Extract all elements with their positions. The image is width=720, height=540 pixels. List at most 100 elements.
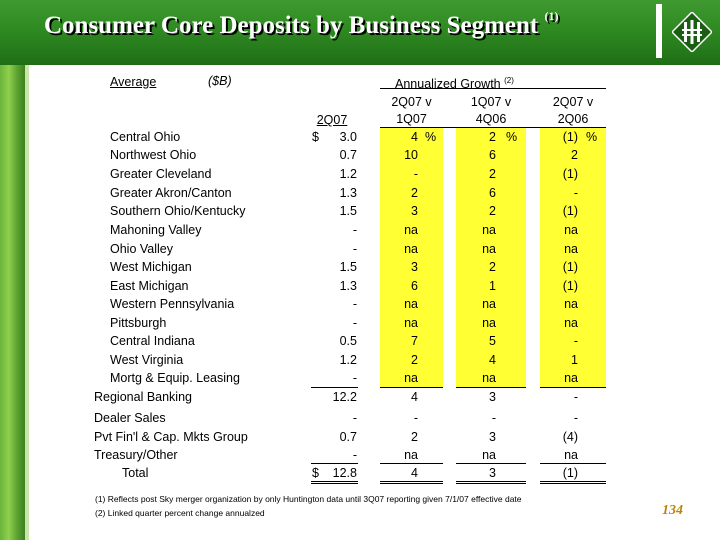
- value-2q07: 1.2: [339, 353, 357, 367]
- average-header: Average: [110, 75, 157, 89]
- logo-divider: [656, 4, 662, 58]
- growth-b: 2: [489, 204, 496, 218]
- growth-a: 3: [411, 204, 418, 218]
- col-b-header-2: 4Q06: [475, 112, 507, 126]
- total-double-rule-v: [311, 481, 358, 484]
- row-label: Mahoning Valley: [110, 223, 202, 237]
- growth-c: (1): [562, 130, 578, 144]
- row-label: Greater Akron/Canton: [110, 186, 232, 200]
- subtotal-rule-c: [540, 387, 606, 388]
- growth-b: 3: [489, 390, 496, 404]
- header-rule: [380, 127, 606, 128]
- row-label: West Michigan: [110, 260, 192, 274]
- total-double-rule-a: [380, 481, 443, 484]
- growth-a: na: [404, 297, 418, 311]
- value-2q07: -: [352, 411, 357, 425]
- total-rule-b: [456, 463, 526, 464]
- growth-b: na: [482, 242, 496, 256]
- growth-c: (1): [562, 260, 578, 274]
- highlight-col-c: [540, 127, 606, 388]
- growth-a: na: [404, 242, 418, 256]
- value-2q07: 1.3: [339, 186, 357, 200]
- pct-sign: %: [506, 130, 518, 144]
- row-label: Southern Ohio/Kentucky: [110, 204, 246, 218]
- growth-a: na: [404, 448, 418, 462]
- col-c-header-2: 2Q06: [557, 112, 589, 126]
- total-double-rule-c: [540, 481, 606, 484]
- dollar-sign: $: [312, 130, 319, 144]
- value-2q07: 1.3: [339, 279, 357, 293]
- value-2q07: 1.5: [339, 204, 357, 218]
- growth-b: 4: [489, 353, 496, 367]
- growth-a: 10: [404, 148, 418, 162]
- row-label: Ohio Valley: [110, 242, 173, 256]
- growth-b: 3: [489, 466, 496, 480]
- left-accent-stripe: [25, 65, 29, 540]
- growth-c: 2: [571, 148, 578, 162]
- growth-c: (1): [562, 167, 578, 181]
- growth-b: na: [482, 316, 496, 330]
- growth-c: -: [573, 390, 578, 404]
- pct-sign: %: [425, 130, 437, 144]
- page-number: 134: [662, 503, 683, 518]
- col-b-header-1: 1Q07 v: [470, 95, 512, 109]
- value-2q07: 3.0: [339, 130, 357, 144]
- growth-c: (1): [562, 204, 578, 218]
- col-2q07-header: 2Q07: [316, 113, 348, 127]
- value-2q07: 1.2: [339, 167, 357, 181]
- subtotal-rule-v: [311, 387, 358, 388]
- row-label: West Virginia: [110, 353, 184, 367]
- col-a-header-1: 2Q07 v: [391, 95, 432, 109]
- page-title: Consumer Core Deposits by Business Segme…: [44, 8, 559, 39]
- row-label: East Michigan: [110, 279, 189, 293]
- total-rule-v: [311, 463, 358, 464]
- total-rule-a: [380, 463, 443, 464]
- growth-b: 3: [489, 430, 496, 444]
- subtotal-rule-a: [380, 387, 443, 388]
- value-2q07: 0.7: [339, 430, 357, 444]
- growth-b: na: [482, 371, 496, 385]
- value-2q07: 0.7: [339, 148, 357, 162]
- value-2q07: -: [352, 223, 357, 237]
- growth-b: na: [482, 297, 496, 311]
- growth-a: na: [404, 223, 418, 237]
- growth-c: na: [564, 297, 578, 311]
- growth-b: 5: [489, 334, 496, 348]
- value-2q07: 12.2: [332, 390, 357, 404]
- growth-a: 4: [411, 130, 418, 144]
- growth-header: Annualized Growth (2): [395, 76, 514, 92]
- total-rule-c: [540, 463, 606, 464]
- growth-a: 7: [411, 334, 418, 348]
- value-2q07: -: [352, 371, 357, 385]
- growth-b: 2: [489, 130, 496, 144]
- growth-a: 4: [411, 390, 418, 404]
- growth-b: 6: [489, 186, 496, 200]
- value-2q07: -: [352, 242, 357, 256]
- growth-header-rule: [380, 88, 606, 89]
- growth-a: 4: [411, 466, 418, 480]
- row-label: Total: [122, 466, 149, 480]
- row-label: Mortg & Equip. Leasing: [110, 371, 240, 385]
- value-2q07: -: [352, 448, 357, 462]
- growth-b: 6: [489, 148, 496, 162]
- value-2q07: -: [352, 297, 357, 311]
- growth-c: (1): [562, 279, 578, 293]
- title-footnote-ref: (1): [544, 8, 559, 23]
- footnote-2: (2) Linked quarter percent change annual…: [95, 508, 265, 518]
- row-label: Dealer Sales: [94, 411, 166, 425]
- growth-c: na: [564, 371, 578, 385]
- row-label: Western Pennsylvania: [110, 297, 235, 311]
- total-double-rule-b: [456, 481, 526, 484]
- row-label: Northwest Ohio: [110, 148, 197, 162]
- dollar-sign: $: [312, 466, 319, 480]
- growth-a: 2: [411, 430, 418, 444]
- row-label: Pvt Fin'l & Cap. Mkts Group: [94, 430, 248, 444]
- growth-c: (4): [562, 430, 578, 444]
- growth-c: na: [564, 223, 578, 237]
- footnote-1: (1) Reflects post Sky merger organizatio…: [95, 494, 522, 504]
- growth-c: -: [573, 411, 578, 425]
- value-2q07: 1.5: [339, 260, 357, 274]
- col-c-header-1: 2Q07 v: [552, 95, 594, 109]
- row-label: Greater Cleveland: [110, 167, 212, 181]
- growth-c: -: [573, 334, 578, 348]
